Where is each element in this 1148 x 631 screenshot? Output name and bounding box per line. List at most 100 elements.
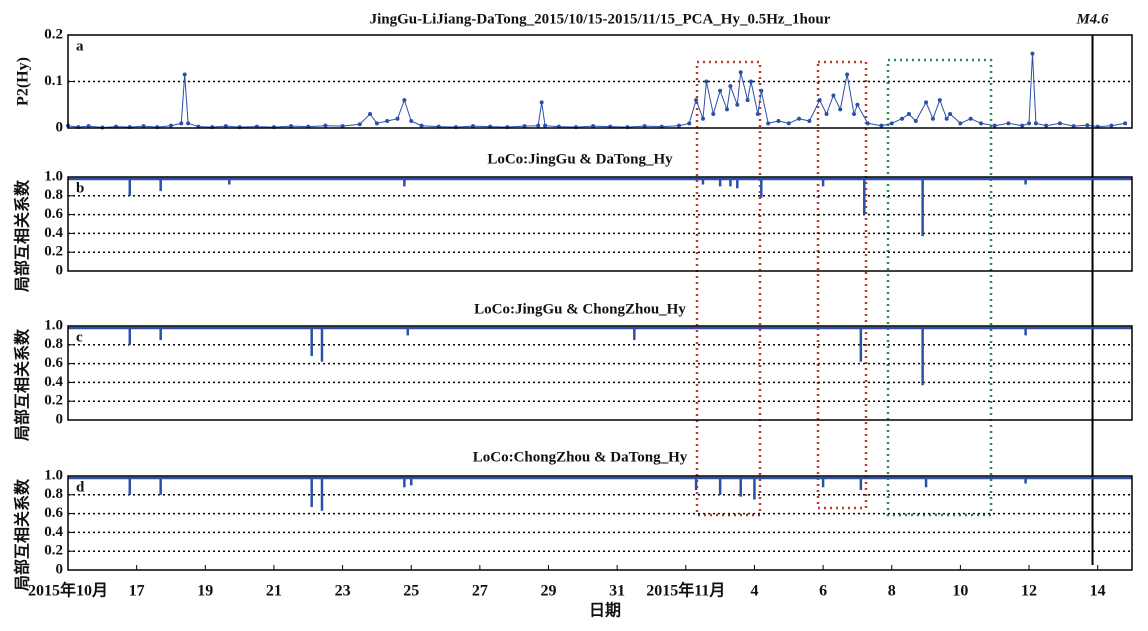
x-tick-label: 31 <box>609 583 625 600</box>
data-point <box>968 116 973 121</box>
data-point <box>704 79 709 84</box>
data-point <box>395 116 400 121</box>
plot-frame <box>67 34 1133 129</box>
panel-label: a <box>76 38 84 54</box>
data-point <box>179 121 184 126</box>
data-point <box>797 116 802 121</box>
y-tick-label: 0.2 <box>44 244 63 260</box>
y-tick-label: 0.2 <box>44 26 63 42</box>
data-point <box>419 123 424 128</box>
data-point <box>323 123 328 128</box>
plot-frame <box>67 176 1133 272</box>
y-tick-label: 0.8 <box>44 336 63 352</box>
data-point <box>755 112 760 117</box>
data-point <box>182 72 187 77</box>
data-point <box>543 123 548 128</box>
data-point <box>992 123 997 128</box>
x-tick-label: 2015年11月 <box>646 581 725 600</box>
highlight-box <box>695 60 762 517</box>
data-point <box>471 124 476 129</box>
highlight-box <box>886 58 993 517</box>
data-point <box>522 124 527 129</box>
panel-title: LoCo:JingGu & ChongZhou_Hy <box>474 301 686 317</box>
data-point <box>855 102 860 107</box>
data-point <box>1109 123 1114 128</box>
data-point <box>357 122 362 127</box>
x-tick-label: 25 <box>403 583 419 600</box>
data-point <box>1020 123 1025 128</box>
data-line <box>67 53 1126 129</box>
data-point <box>223 124 228 129</box>
data-point <box>735 102 740 107</box>
x-tick-label: 4 <box>750 583 758 600</box>
data-point <box>687 121 692 126</box>
data-point <box>817 98 822 103</box>
y-tick-label: 0.8 <box>44 486 63 502</box>
y-tick-label: 0.6 <box>44 355 63 371</box>
data-point <box>766 121 771 126</box>
y-tick-label: 0.4 <box>44 225 63 241</box>
y-tick-label: 0.8 <box>44 187 63 203</box>
y-axis-label: 局部互相关系数 <box>13 478 32 591</box>
data-point <box>824 112 829 117</box>
data-point <box>141 124 146 129</box>
y-axis-label: 局部互相关系数 <box>13 328 32 441</box>
data-point <box>168 123 173 128</box>
data-point <box>340 124 345 129</box>
panel-label: c <box>76 329 83 345</box>
y-tick-label: 0 <box>56 411 64 427</box>
data-point <box>536 123 541 128</box>
x-tick-label: 14 <box>1090 583 1106 600</box>
data-point <box>913 119 918 124</box>
data-point <box>845 72 850 77</box>
data-point <box>728 84 733 89</box>
highlight-box <box>816 60 868 510</box>
panel-title: LoCo:ChongZhou & DaTong_Hy <box>473 449 688 465</box>
y-axis-label: 局部互相关系数 <box>13 179 32 292</box>
data-point <box>930 116 935 121</box>
y-tick-label: 0 <box>56 262 64 278</box>
data-point <box>724 107 729 112</box>
data-point <box>1006 121 1011 126</box>
x-tick-label: 12 <box>1021 583 1037 600</box>
x-tick-label: 27 <box>472 583 488 600</box>
data-point <box>745 98 750 103</box>
data-point <box>374 121 379 126</box>
data-point <box>694 98 699 103</box>
panel-label: b <box>76 180 84 196</box>
y-tick-label: 0.4 <box>44 524 63 540</box>
data-point <box>1071 124 1076 129</box>
y-tick-label: 0.4 <box>44 374 63 390</box>
data-point <box>749 79 754 84</box>
y-tick-label: 0.1 <box>44 73 63 89</box>
y-tick-label: 1.0 <box>44 467 63 483</box>
data-point <box>402 98 407 103</box>
panel-title: LoCo:JingGu & DaTong_Hy <box>487 151 673 167</box>
plot-frame <box>67 475 1133 571</box>
x-tick-label: 10 <box>952 583 968 600</box>
data-point <box>838 107 843 112</box>
y-tick-label: 0.2 <box>44 543 63 559</box>
y-tick-label: 1.0 <box>44 317 63 333</box>
x-tick-label: 19 <box>197 583 213 600</box>
data-point <box>368 112 373 117</box>
data-point <box>539 100 544 105</box>
data-point <box>1085 123 1090 128</box>
data-point <box>1044 123 1049 128</box>
data-point <box>738 70 743 75</box>
data-point <box>900 116 905 121</box>
data-point <box>186 121 191 126</box>
data-point <box>889 121 894 126</box>
data-point <box>711 112 716 117</box>
data-point <box>958 121 963 126</box>
data-point <box>289 124 294 129</box>
x-tick-label: 29 <box>541 583 557 600</box>
data-point <box>1033 121 1038 126</box>
y-tick-label: 0 <box>56 119 64 135</box>
x-tick-label: 6 <box>819 583 827 600</box>
data-point <box>642 124 647 129</box>
data-point <box>1123 121 1128 126</box>
data-point <box>86 124 91 129</box>
data-point <box>948 112 953 117</box>
